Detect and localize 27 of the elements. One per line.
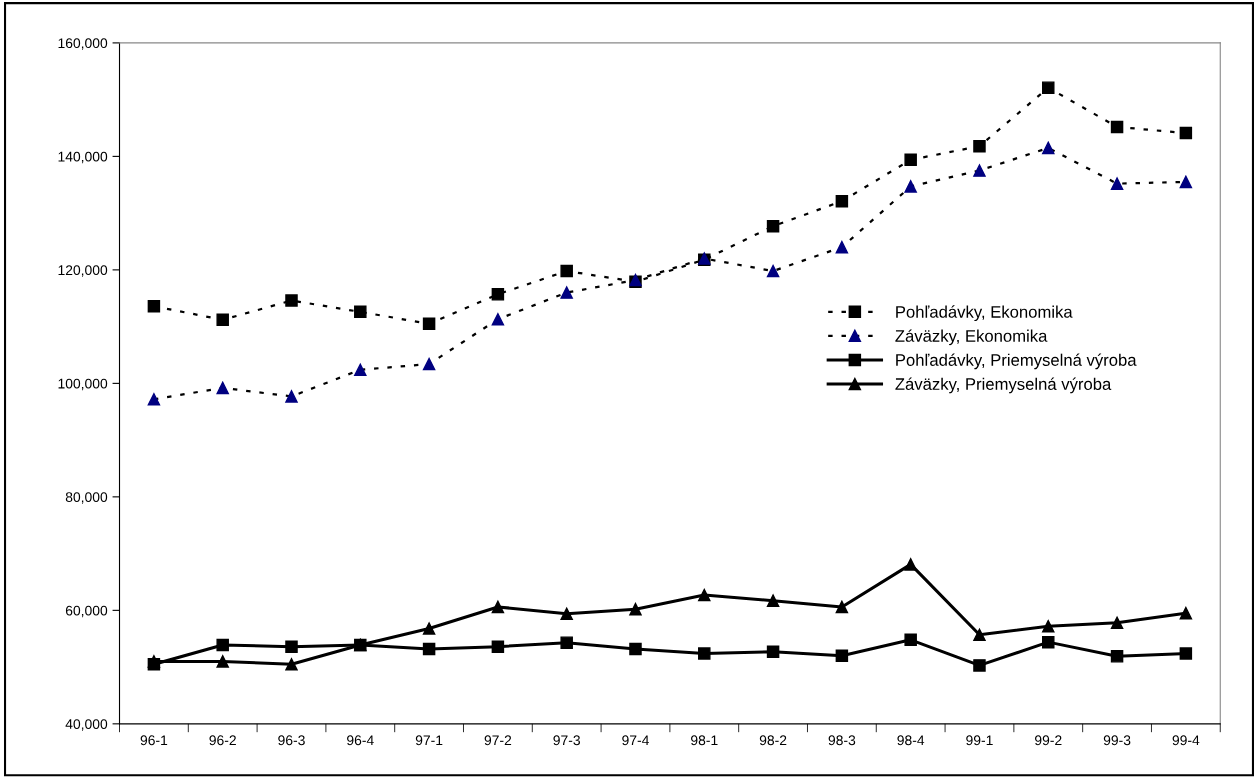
x-tick-label: 96-2	[209, 735, 236, 746]
y-tick-label: 100,000	[58, 378, 108, 391]
x-tick-label: 97-2	[484, 735, 512, 746]
x-tick-label: 98-1	[691, 735, 718, 746]
x-tick-label: 98-2	[759, 735, 787, 746]
legend-label: Záväzky, Ekonomika	[895, 329, 1048, 346]
x-tick-label: 99-2	[1035, 735, 1062, 746]
legend-label: Záväzky, Priemyselná výroba	[895, 377, 1112, 394]
x-tick-label: 97-4	[622, 735, 649, 746]
x-tick-label: 96-4	[347, 735, 374, 746]
x-tick-label: 99-4	[1172, 735, 1200, 746]
x-tick-label: 99-3	[1103, 735, 1131, 746]
x-tick-label: 97-1	[415, 735, 443, 746]
x-tick-label: 98-3	[828, 735, 856, 746]
y-tick-label: 160,000	[58, 38, 108, 50]
x-tick-label: 97-3	[553, 735, 580, 746]
y-tick-label: 60,000	[65, 605, 108, 618]
y-tick-label: 40,000	[65, 719, 108, 731]
y-tick-label: 140,000	[58, 151, 108, 164]
x-tick-label: 96-1	[140, 735, 168, 746]
legend-label: Pohľadávky, Priemyselná výroba	[896, 353, 1137, 370]
y-tick-label: 80,000	[65, 492, 108, 504]
y-tick-label: 120,000	[58, 265, 108, 277]
legend-label: Pohľadávky, Ekonomika	[896, 305, 1073, 322]
x-tick-label: 99-1	[966, 735, 993, 746]
x-tick-label: 98-4	[897, 735, 925, 746]
x-tick-label: 96-3	[278, 735, 305, 746]
